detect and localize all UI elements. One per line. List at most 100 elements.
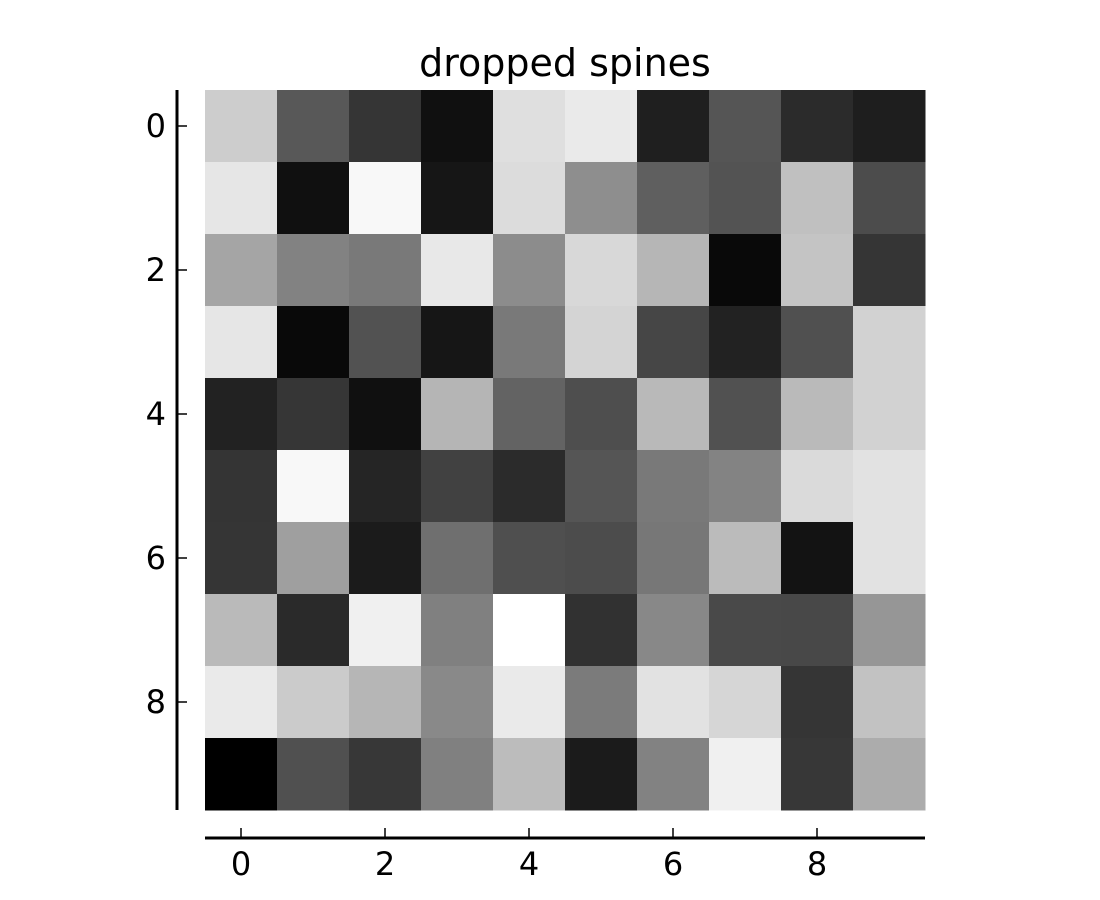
x-tick-label-2: 2 bbox=[375, 845, 395, 883]
heatmap-cell-r6-c0 bbox=[205, 522, 278, 595]
x-tick-label-4: 4 bbox=[519, 845, 539, 883]
heatmap-cell-r3-c3 bbox=[421, 306, 494, 379]
heatmap-cell-r8-c3 bbox=[421, 666, 494, 739]
x-tick-label-6: 6 bbox=[663, 845, 683, 883]
heatmap-cell-r9-c3 bbox=[421, 738, 494, 811]
heatmap-cell-r2-c4 bbox=[493, 234, 566, 307]
heatmap-cell-r8-c5 bbox=[565, 666, 638, 739]
heatmap-cell-r3-c4 bbox=[493, 306, 566, 379]
heatmap-cell-r6-c5 bbox=[565, 522, 638, 595]
heatmap-cell-r5-c0 bbox=[205, 450, 278, 523]
heatmap-cell-r4-c6 bbox=[637, 378, 710, 451]
heatmap-cell-r2-c0 bbox=[205, 234, 278, 307]
heatmap-cell-r7-c6 bbox=[637, 594, 710, 667]
heatmap-cell-r8-c1 bbox=[277, 666, 350, 739]
heatmap-cell-r7-c5 bbox=[565, 594, 638, 667]
heatmap-cell-r5-c7 bbox=[709, 450, 782, 523]
heatmap-cell-r1-c0 bbox=[205, 162, 278, 235]
heatmap-cell-r4-c4 bbox=[493, 378, 566, 451]
heatmap-cell-r7-c4 bbox=[493, 594, 566, 667]
heatmap-cell-r7-c0 bbox=[205, 594, 278, 667]
heatmap-cell-r1-c3 bbox=[421, 162, 494, 235]
heatmap-cell-r0-c1 bbox=[277, 90, 350, 163]
heatmap-cell-r5-c2 bbox=[349, 450, 422, 523]
heatmap-cell-r6-c8 bbox=[781, 522, 854, 595]
heatmap-cell-r0-c4 bbox=[493, 90, 566, 163]
y-tick-label-2: 2 bbox=[146, 251, 166, 289]
heatmap-cell-r1-c1 bbox=[277, 162, 350, 235]
heatmap-cell-r2-c1 bbox=[277, 234, 350, 307]
heatmap-cell-r0-c8 bbox=[781, 90, 854, 163]
heatmap-cell-r2-c6 bbox=[637, 234, 710, 307]
heatmap-cell-r8-c4 bbox=[493, 666, 566, 739]
heatmap-cell-r4-c9 bbox=[853, 378, 926, 451]
heatmap-cell-r8-c9 bbox=[853, 666, 926, 739]
heatmap-cell-r9-c7 bbox=[709, 738, 782, 811]
heatmap-cell-r4-c7 bbox=[709, 378, 782, 451]
heatmap-cell-r4-c8 bbox=[781, 378, 854, 451]
heatmap-cell-r6-c9 bbox=[853, 522, 926, 595]
heatmap-cell-r8-c0 bbox=[205, 666, 278, 739]
heatmap-cell-r9-c0 bbox=[205, 738, 278, 811]
heatmap-cell-r1-c8 bbox=[781, 162, 854, 235]
heatmap-cell-r4-c3 bbox=[421, 378, 494, 451]
heatmap-cell-r8-c2 bbox=[349, 666, 422, 739]
heatmap-cell-r5-c6 bbox=[637, 450, 710, 523]
heatmap-cell-r2-c9 bbox=[853, 234, 926, 307]
heatmap-cell-r7-c3 bbox=[421, 594, 494, 667]
heatmap-cell-r8-c6 bbox=[637, 666, 710, 739]
heatmap-cell-r2-c2 bbox=[349, 234, 422, 307]
heatmap-cell-r8-c7 bbox=[709, 666, 782, 739]
heatmap-cell-r0-c5 bbox=[565, 90, 638, 163]
heatmap-cell-r1-c7 bbox=[709, 162, 782, 235]
heatmap-cell-r8-c8 bbox=[781, 666, 854, 739]
heatmap-cell-r3-c2 bbox=[349, 306, 422, 379]
heatmap-cell-r4-c5 bbox=[565, 378, 638, 451]
heatmap-cell-r3-c5 bbox=[565, 306, 638, 379]
heatmap-cell-r9-c9 bbox=[853, 738, 926, 811]
heatmap-cell-r6-c7 bbox=[709, 522, 782, 595]
heatmap-cell-r4-c0 bbox=[205, 378, 278, 451]
heatmap-cell-r1-c6 bbox=[637, 162, 710, 235]
heatmap-cell-r0-c9 bbox=[853, 90, 926, 163]
heatmap-cell-r5-c8 bbox=[781, 450, 854, 523]
heatmap-cell-r1-c9 bbox=[853, 162, 926, 235]
heatmap-cell-r5-c3 bbox=[421, 450, 494, 523]
heatmap-cell-r9-c2 bbox=[349, 738, 422, 811]
y-tick-label-8: 8 bbox=[146, 683, 166, 721]
heatmap-cell-r3-c8 bbox=[781, 306, 854, 379]
heatmap-cell-r7-c1 bbox=[277, 594, 350, 667]
heatmap-cell-r2-c3 bbox=[421, 234, 494, 307]
heatmap-cell-r3-c9 bbox=[853, 306, 926, 379]
heatmap-cell-r1-c5 bbox=[565, 162, 638, 235]
y-tick-label-6: 6 bbox=[146, 539, 166, 577]
heatmap-cell-r7-c7 bbox=[709, 594, 782, 667]
heatmap-cell-r1-c2 bbox=[349, 162, 422, 235]
heatmap-cell-r9-c5 bbox=[565, 738, 638, 811]
heatmap-cell-r7-c8 bbox=[781, 594, 854, 667]
y-tick-label-0: 0 bbox=[146, 107, 166, 145]
heatmap-cell-r9-c4 bbox=[493, 738, 566, 811]
heatmap-cell-r0-c2 bbox=[349, 90, 422, 163]
x-axis-ticks: 0 2 4 6 8 bbox=[231, 828, 827, 883]
heatmap-cell-r4-c2 bbox=[349, 378, 422, 451]
heatmap-cell-r5-c1 bbox=[277, 450, 350, 523]
heatmap-cell-r0-c3 bbox=[421, 90, 494, 163]
heatmap-cell-r3-c1 bbox=[277, 306, 350, 379]
heatmap-cell-r0-c0 bbox=[205, 90, 278, 163]
heatmap-cell-r2-c7 bbox=[709, 234, 782, 307]
heatmap-cell-r2-c8 bbox=[781, 234, 854, 307]
x-tick-label-0: 0 bbox=[231, 845, 251, 883]
heatmap-cells bbox=[205, 90, 926, 811]
heatmap-cell-r9-c8 bbox=[781, 738, 854, 811]
heatmap-cell-r6-c3 bbox=[421, 522, 494, 595]
chart-title: dropped spines bbox=[419, 41, 711, 85]
heatmap-cell-r0-c7 bbox=[709, 90, 782, 163]
heatmap-cell-r6-c6 bbox=[637, 522, 710, 595]
heatmap-cell-r9-c6 bbox=[637, 738, 710, 811]
y-axis-ticks: 0 2 4 6 8 bbox=[146, 107, 187, 721]
heatmap-cell-r3-c0 bbox=[205, 306, 278, 379]
heatmap-cell-r1-c4 bbox=[493, 162, 566, 235]
heatmap-cell-r7-c2 bbox=[349, 594, 422, 667]
